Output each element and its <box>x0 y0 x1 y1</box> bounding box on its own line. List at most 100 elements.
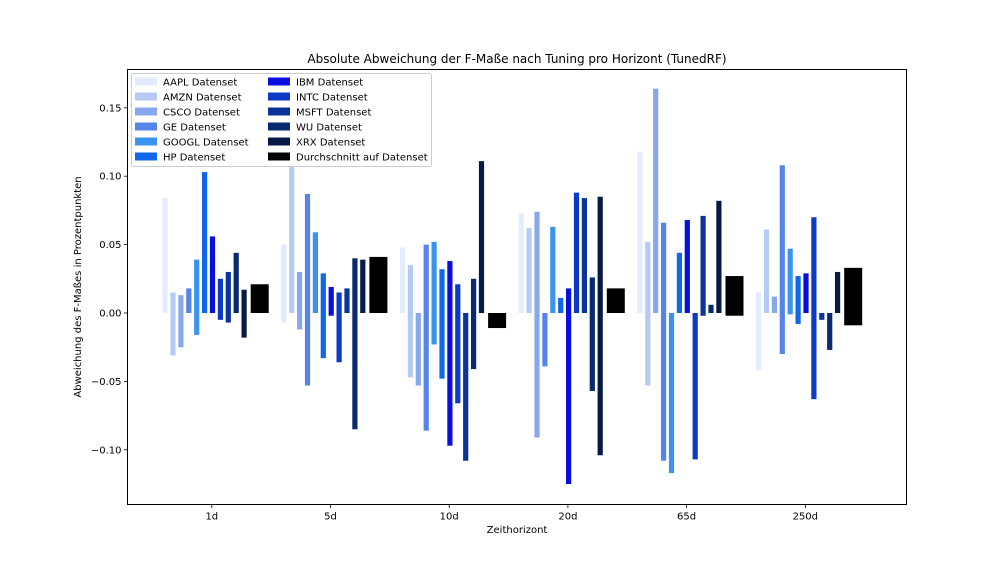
bar-hp-datenset-20d <box>558 297 564 313</box>
y-tick-label: 0.00 <box>99 309 121 320</box>
x-tick-label: 5d <box>324 512 337 523</box>
x-tick-label: 1d <box>205 512 218 523</box>
y-tick-label: 0.15 <box>99 103 121 114</box>
bar-amzn-datenset-65d <box>645 241 651 386</box>
bar-durchschnitt-auf-datenset-5d <box>369 256 388 313</box>
bar-intc-datenset-250d <box>811 217 817 400</box>
bar-hp-datenset-250d <box>795 276 801 324</box>
y-tick-label: 0.05 <box>99 240 121 251</box>
legend-swatch <box>135 137 157 146</box>
x-tick-label: 65d <box>677 512 696 523</box>
bar-hp-datenset-1d <box>202 172 208 313</box>
legend-label: AAPL Datenset <box>163 78 237 89</box>
legend-label: MSFT Datenset <box>296 108 371 119</box>
bar-ibm-datenset-20d <box>566 288 572 484</box>
bar-durchschnitt-auf-datenset-20d <box>606 288 625 313</box>
bar-ibm-datenset-10d <box>447 261 453 446</box>
bar-ibm-datenset-1d <box>209 236 216 313</box>
bar-googl-datenset-1d <box>194 259 200 335</box>
bar-durchschnitt-auf-datenset-10d <box>488 313 507 329</box>
bar-hp-datenset-10d <box>439 269 445 379</box>
bar-wu-datenset-1d <box>233 252 239 313</box>
y-tick-label: 0.10 <box>99 172 121 183</box>
bar-msft-datenset-65d <box>700 215 706 316</box>
bar-ge-datenset-250d <box>779 165 785 355</box>
bar-intc-datenset-1d <box>217 278 223 320</box>
y-tick-label: −0.10 <box>91 445 122 456</box>
legend-swatch <box>135 77 157 86</box>
bar-durchschnitt-auf-datenset-65d <box>725 276 744 316</box>
plot-frame <box>127 69 907 505</box>
bar-hp-datenset-5d <box>320 273 326 359</box>
bar-ibm-datenset-65d <box>684 219 690 313</box>
legend-label: CSCO Datenset <box>163 108 240 119</box>
bar-xrx-datenset-1d <box>241 289 247 338</box>
bar-aapl-datenset-5d <box>281 244 287 323</box>
bar-wu-datenset-10d <box>471 278 477 370</box>
legend-swatch <box>135 152 157 161</box>
bar-durchschnitt-auf-datenset-250d <box>844 267 863 326</box>
bar-msft-datenset-20d <box>581 198 587 313</box>
bar-aapl-datenset-1d <box>162 198 168 313</box>
bar-googl-datenset-20d <box>550 226 556 313</box>
bar-csco-datenset-20d <box>534 211 540 438</box>
bar-msft-datenset-250d <box>819 313 825 320</box>
bar-ge-datenset-5d <box>304 193 311 386</box>
bar-intc-datenset-10d <box>455 284 461 404</box>
legend-swatch <box>135 92 157 101</box>
bar-msft-datenset-5d <box>344 288 350 313</box>
bar-xrx-datenset-5d <box>360 259 366 313</box>
y-tick-label: −0.05 <box>91 377 122 388</box>
legend-label: HP Datenset <box>163 153 225 164</box>
bar-googl-datenset-10d <box>431 241 437 345</box>
bar-xrx-datenset-10d <box>478 161 485 313</box>
legend-swatch <box>135 122 157 131</box>
y-axis-label: Abweichung des F-Maßes in Prozentpunkten <box>73 176 84 397</box>
bar-googl-datenset-250d <box>787 248 793 315</box>
bar-csco-datenset-10d <box>415 313 421 386</box>
bar-csco-datenset-250d <box>771 296 777 313</box>
bars-layer <box>162 88 863 484</box>
bar-csco-datenset-1d <box>178 295 184 348</box>
bar-wu-datenset-65d <box>708 304 714 313</box>
legend: AAPL Datenset AMZN Datenset CSCO Datenset G… <box>131 73 432 167</box>
x-ticks: 1d 5d 10d 20d 65d 250d <box>205 504 818 523</box>
bar-aapl-datenset-65d <box>637 151 643 313</box>
legend-label: XRX Datenset <box>296 138 365 149</box>
bar-amzn-datenset-10d <box>407 265 413 378</box>
bar-googl-datenset-5d <box>312 232 318 313</box>
legend-swatch <box>135 107 157 116</box>
x-tick-label: 20d <box>558 512 577 523</box>
legend-swatch <box>268 137 290 146</box>
bar-aapl-datenset-20d <box>518 213 524 313</box>
bar-csco-datenset-5d <box>297 271 303 330</box>
bar-ge-datenset-65d <box>661 222 667 461</box>
x-axis-label: Zeithorizont <box>487 525 548 536</box>
bar-amzn-datenset-5d <box>289 166 295 313</box>
bar-xrx-datenset-250d <box>835 271 841 313</box>
bar-ge-datenset-20d <box>542 313 548 367</box>
bar-ge-datenset-10d <box>423 244 429 431</box>
legend-label: IBM Datenset <box>296 78 363 89</box>
legend-label: GE Datenset <box>163 123 226 134</box>
bar-ibm-datenset-250d <box>803 273 809 313</box>
bar-wu-datenset-20d <box>589 277 595 391</box>
bar-googl-datenset-65d <box>668 313 675 474</box>
bar-amzn-datenset-1d <box>170 292 176 356</box>
bar-amzn-datenset-20d <box>526 228 532 313</box>
y-ticks: 0.15 0.10 0.05 0.00 −0.05 −0.10 <box>91 103 128 456</box>
bar-intc-datenset-20d <box>573 192 580 313</box>
x-tick-label: 10d <box>440 512 459 523</box>
bar-csco-datenset-65d <box>653 88 659 314</box>
legend-frame <box>131 73 432 167</box>
bar-hp-datenset-65d <box>676 252 682 313</box>
bar-msft-datenset-10d <box>463 313 469 461</box>
legend-swatch <box>268 92 290 101</box>
bar-msft-datenset-1d <box>225 271 231 323</box>
legend-swatch <box>268 77 290 86</box>
legend-label: AMZN Datenset <box>163 93 242 104</box>
bar-intc-datenset-5d <box>336 292 342 363</box>
bar-amzn-datenset-250d <box>763 229 770 313</box>
bar-ibm-datenset-5d <box>328 287 334 316</box>
